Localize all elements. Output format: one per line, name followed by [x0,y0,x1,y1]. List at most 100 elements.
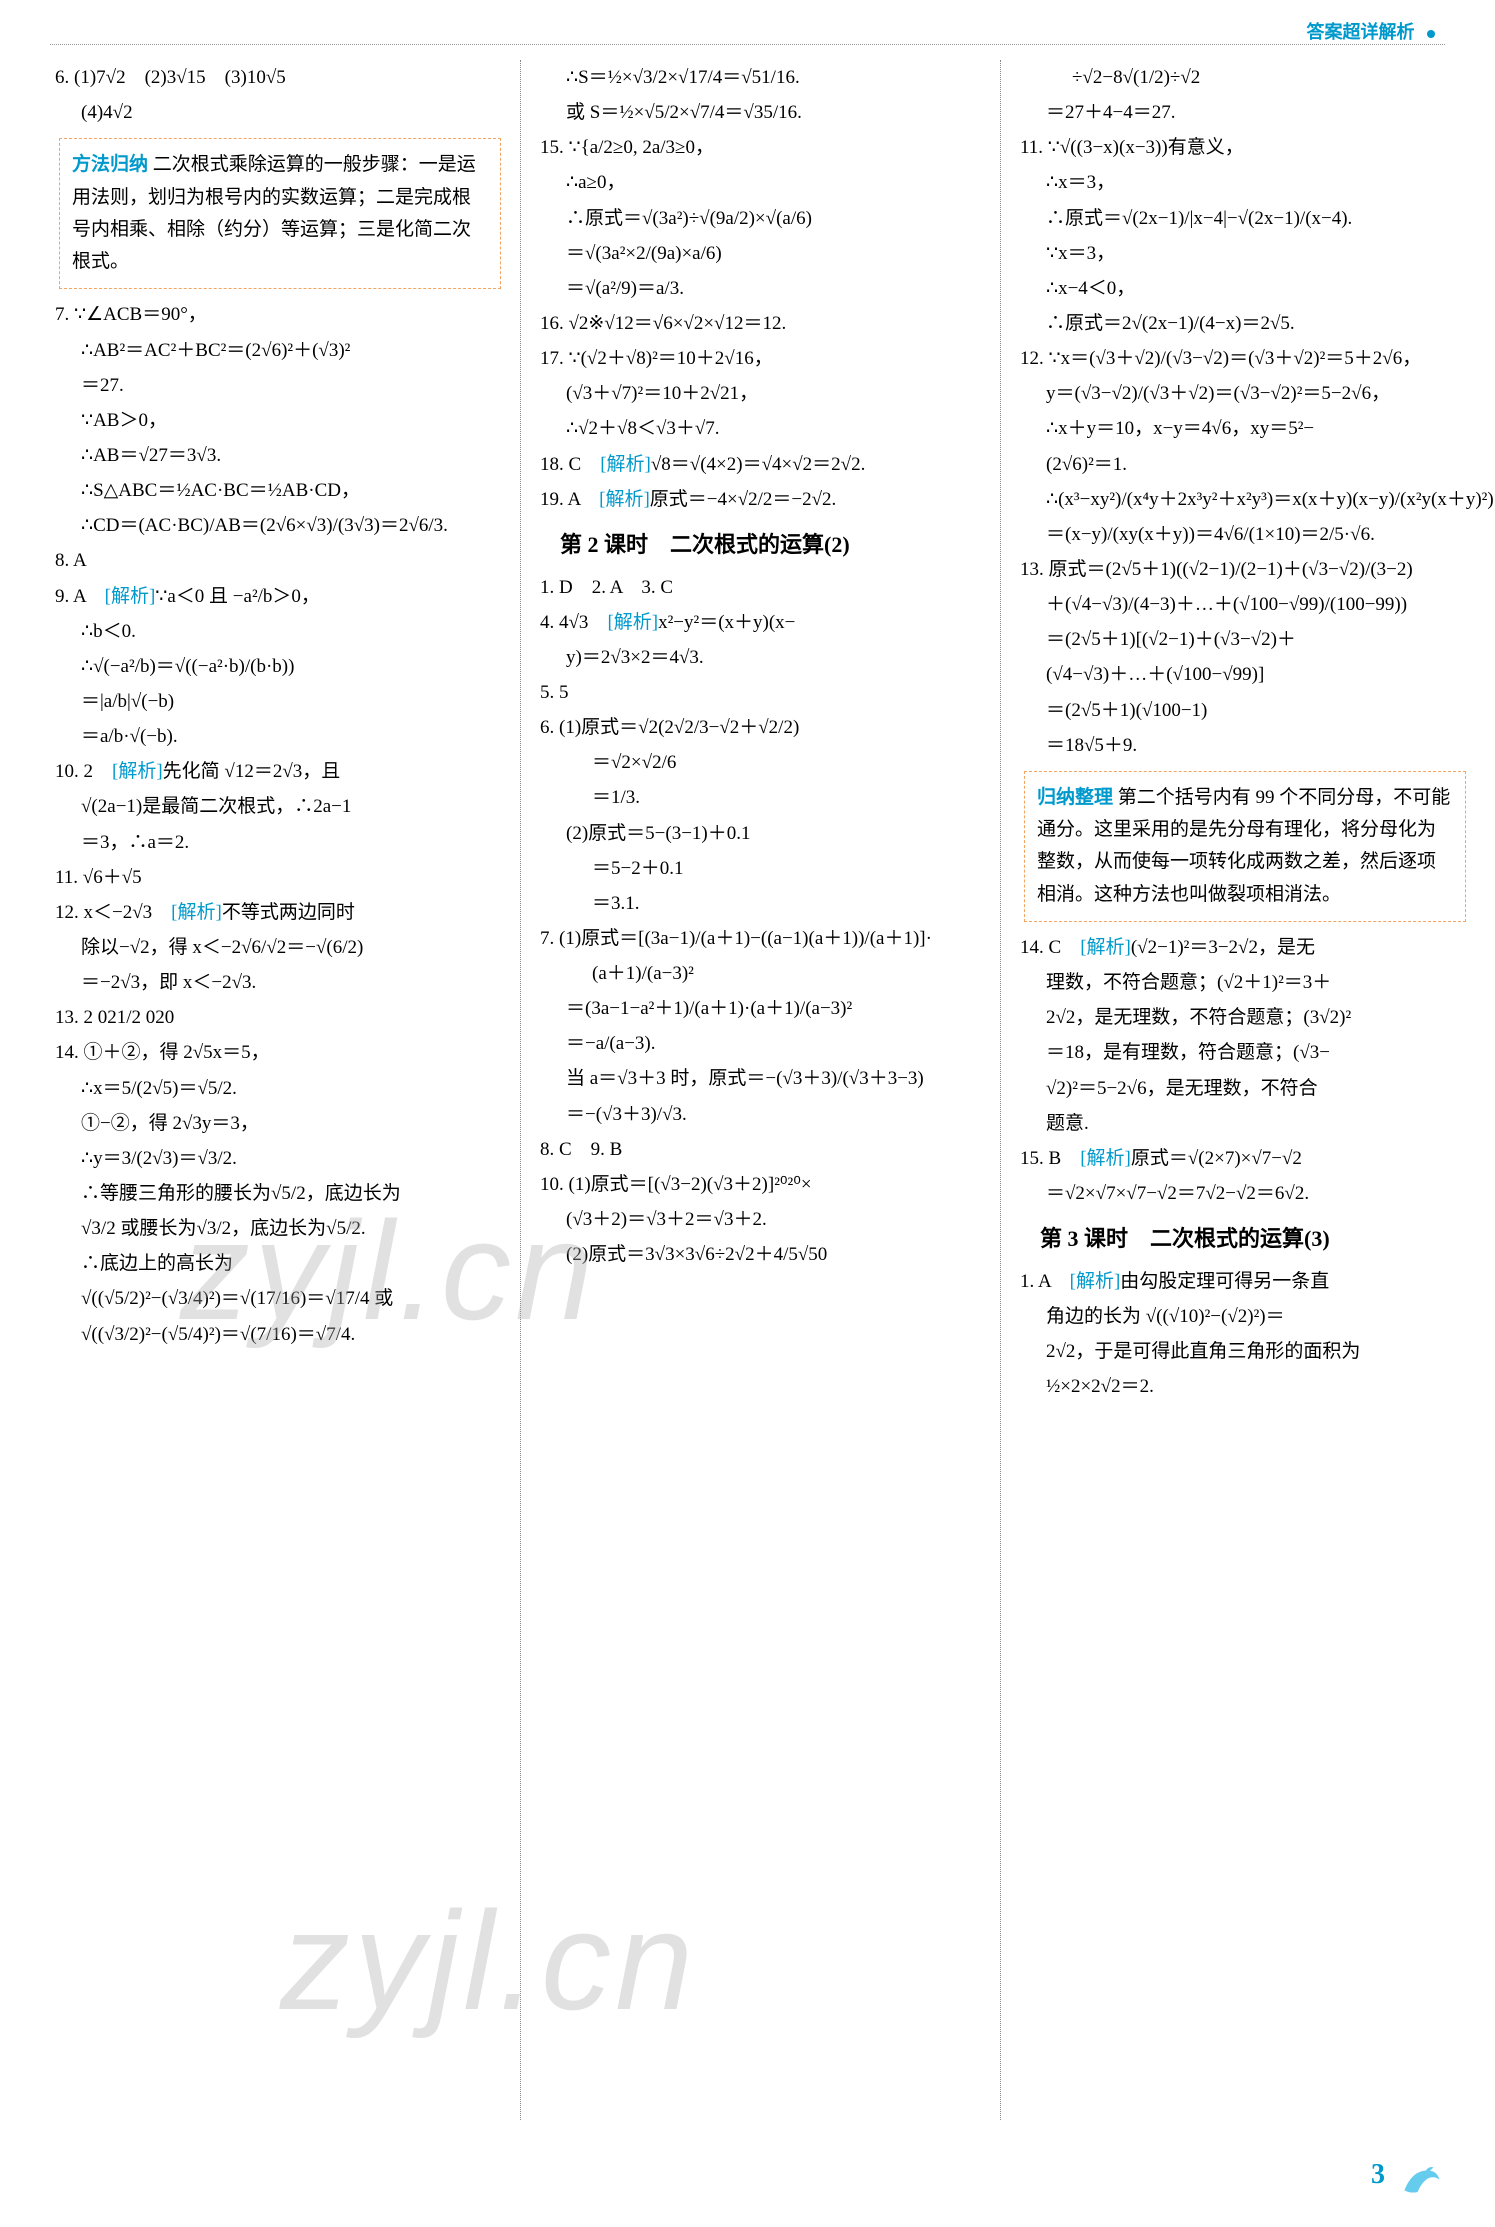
q9d: ＝|a/b|√(−b) [55,684,505,719]
analysis-label: [解析] [1070,1271,1121,1292]
header-dot [1427,30,1435,38]
q7a: 7. ∵∠ACB＝90°， [55,297,505,332]
s2q7d: ＝−a/(a−3). [540,1026,990,1061]
q6: 6. (1)7√2 (2)3√15 (3)10√5 [55,60,505,95]
s3q1b: 角边的长为 √((√10)²−(√2)²)＝ [1020,1299,1470,1334]
c3l11a: 11. ∵√((3−x)(x−3))有意义， [1020,130,1470,165]
q7g: ∴CD＝(AC·BC)/AB＝(2√6×√3)/(3√3)＝2√6/3. [55,508,505,543]
analysis-label: [解析] [112,761,163,782]
analysis-label: [解析] [607,612,658,633]
s2q7f: ＝−(√3＋3)/√3. [540,1097,990,1132]
c2l17c: ∴√2＋√8＜√3＋√7. [540,411,990,446]
q7d: ∵AB＞0， [55,403,505,438]
c3l11b: ∴x＝3， [1020,165,1470,200]
page-number: 3 [1371,2159,1385,2191]
c3l12c: ∴x＋y＝10，x−y＝4√6，xy＝5²− [1020,411,1470,446]
section-2-title: 第 2 课时 二次根式的运算(2) [560,525,990,566]
summary-box-title: 归纳整理 [1037,787,1113,808]
q7f: ∴S△ABC＝½AC·BC＝½AB·CD， [55,473,505,508]
q12a: 12. x＜−2√3 [解析]不等式两边同时 [55,895,505,930]
c2l15e: ＝√(a²/9)＝a/3. [540,271,990,306]
c2l15d: ＝√(3a²×2/(9a)×a/6) [540,236,990,271]
s2q6a: 6. (1)原式＝√2(2√2/3−√2＋√2/2) [540,710,990,745]
c2l17a: 17. ∵(√2＋√8)²＝10＋2√16， [540,341,990,376]
c2l15c: ∴原式＝√(3a²)÷√(9a/2)×√(a/6) [540,201,990,236]
q7e: ∴AB＝√27＝3√3. [55,438,505,473]
c3l1: ÷√2−8√(1/2)÷√2 [1020,60,1470,95]
q7b: ∴AB²＝AC²＋BC²＝(2√6)²＋(√3)² [55,333,505,368]
c3l12d: (2√6)²＝1. [1020,447,1470,482]
c3l12f: ＝(x−y)/(xy(x＋y))＝4√6/(1×10)＝2/5·√6. [1020,517,1470,552]
s2q4b: y)＝2√3×2＝4√3. [540,640,990,675]
section-3-title: 第 3 课时 二次根式的运算(3) [1040,1219,1470,1260]
c2l18: 18. C [解析]√8＝√(4×2)＝√4×√2＝2√2. [540,447,990,482]
analysis-label: [解析] [600,454,651,475]
c3l13c: ＝(2√5＋1)[(√2−1)＋(√3−√2)＋ [1020,622,1470,657]
q13: 13. 2 021/2 020 [55,1000,505,1035]
q14f: √3/2 或腰长为√3/2，底边长为√5/2. [55,1211,505,1246]
analysis-label: [解析] [599,489,650,510]
c2l15b: ∴a≥0， [540,165,990,200]
q14c: ①−②，得 2√3y＝3， [55,1106,505,1141]
s2q10c: (2)原式＝3√3×3√6÷2√2＋4/5√50 [540,1237,990,1272]
q6b: (4)4√2 [55,95,505,130]
s2q1: 1. D 2. A 3. C [540,570,990,605]
header-title: 答案超详解析 [1307,22,1415,42]
s2q6d: (2)原式＝5−(3−1)＋0.1 [540,816,990,851]
watermark: zyjl.cn [280,1880,697,2042]
c3l15a: 15. B [解析]原式＝√(2×7)×√7−√2 [1020,1141,1470,1176]
c2l19: 19. A [解析]原式＝−4×√2/2＝−2√2. [540,482,990,517]
q10c: ＝3，∴a＝2. [55,825,505,860]
dolphin-icon [1399,2155,1445,2199]
c3l14e: √2)²＝5−2√6，是无理数，不符合 [1020,1071,1470,1106]
s3q1c: 2√2，于是可得此直角三角形的面积为 [1020,1334,1470,1369]
c3l11c: ∴原式＝√(2x−1)/|x−4|−√(2x−1)/(x−4). [1020,201,1470,236]
c3l12a: 12. ∵x＝(√3＋√2)/(√3−√2)＝(√3＋√2)²＝5＋2√6， [1020,341,1470,376]
analysis-label: [解析] [105,586,156,607]
q8: 8. A [55,543,505,578]
q14h: √((√5/2)²−(√3/4)²)＝√(17/16)＝√17/4 或 [55,1281,505,1316]
q9c: ∴√(−a²/b)＝√((−a²·b)/(b·b)) [55,649,505,684]
q14d: ∴y＝3/(2√3)＝√3/2. [55,1141,505,1176]
s2q10b: (√3＋2)＝√3＋2＝√3＋2. [540,1202,990,1237]
q7c: ＝27. [55,368,505,403]
s3q1a: 1. A [解析]由勾股定理可得另一条直 [1020,1264,1470,1299]
c3l15b: ＝√2×√7×√7−√2＝7√2−√2＝6√2. [1020,1176,1470,1211]
summary-box: 归纳整理 第二个括号内有 99 个不同分母，不可能通分。这里采用的是先分母有理化… [1024,771,1466,922]
c3l13e: ＝(2√5＋1)(√100−1) [1020,693,1470,728]
c2l16: 16. √2※√12＝√6×√2×√12＝12. [540,306,990,341]
column-divider-2 [1000,60,1001,2120]
s3q1d: ½×2×2√2＝2. [1020,1369,1470,1404]
q14e: ∴等腰三角形的腰长为√5/2，底边长为 [55,1176,505,1211]
q14a: 14. ①＋②，得 2√5x＝5， [55,1035,505,1070]
c3l12e: ∴(x³−xy²)/(x⁴y＋2x³y²＋x²y³)＝x(x＋y)(x−y)/(… [1020,482,1470,517]
analysis-label: [解析] [171,902,222,923]
q9e: ＝a/b·√(−b). [55,719,505,754]
c2l2: 或 S＝½×√5/2×√7/4＝√35/16. [540,95,990,130]
s2q8: 8. C 9. B [540,1132,990,1167]
q11: 11. √6＋√5 [55,860,505,895]
s2q7b: (a＋1)/(a−3)² [540,956,990,991]
column-1: 6. (1)7√2 (2)3√15 (3)10√5 (4)4√2 方法归纳 二次… [55,60,505,1352]
c3l12b: y＝(√3−√2)/(√3＋√2)＝(√3−√2)²＝5−2√6， [1020,376,1470,411]
s2q6e: ＝5−2＋0.1 [540,851,990,886]
q10a: 10. 2 [解析]先化简 √12＝2√3，且 [55,754,505,789]
header-divider [50,44,1445,45]
s2q6c: ＝1/3. [540,780,990,815]
c2l15a: 15. ∵{a/2≥0, 2a/3≥0， [540,130,990,165]
s2q4a: 4. 4√3 [解析]x²−y²＝(x＋y)(x− [540,605,990,640]
analysis-label: [解析] [1080,1148,1131,1169]
c2l1: ∴S＝½×√3/2×√17/4＝√51/16. [540,60,990,95]
s2q6b: ＝√2×√2/6 [540,745,990,780]
q14b: ∴x＝5/(2√5)＝√5/2. [55,1071,505,1106]
c3l13f: ＝18√5＋9. [1020,728,1470,763]
c3l14b: 理数，不符合题意；(√2＋1)²＝3＋ [1020,965,1470,1000]
method-box-title: 方法归纳 [72,154,148,175]
s2q10a: 10. (1)原式＝[(√3−2)(√3＋2)]²⁰²⁰× [540,1167,990,1202]
q10b: √(2a−1)是最简二次根式，∴2a−1 [55,789,505,824]
s2q7c: ＝(3a−1−a²＋1)/(a＋1)·(a＋1)/(a−3)² [540,991,990,1026]
c2l17b: (√3＋√7)²＝10＋2√21， [540,376,990,411]
s2q7e: 当 a＝√3＋3 时，原式＝−(√3＋3)/(√3＋3−3) [540,1061,990,1096]
c3l11e: ∴x−4＜0， [1020,271,1470,306]
c3l2: ＝27＋4−4＝27. [1020,95,1470,130]
